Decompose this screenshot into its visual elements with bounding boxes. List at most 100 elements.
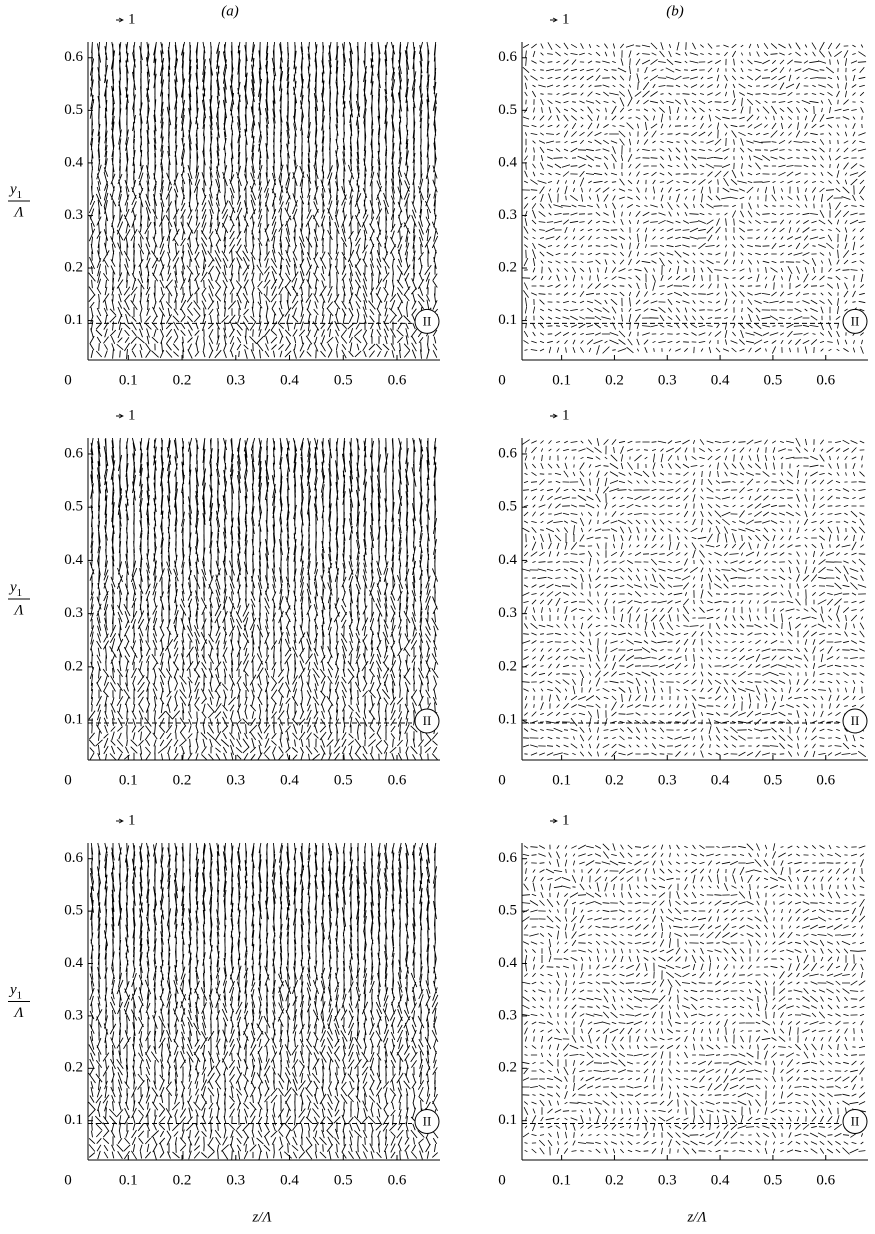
y-tick-label: 0.1 xyxy=(64,712,83,728)
x-label: z/Λ xyxy=(251,1209,271,1225)
x-tick-label: 0.2 xyxy=(173,772,192,788)
y-tick-label: 0.3 xyxy=(64,605,83,621)
column-label: (b) xyxy=(666,3,684,19)
region-label: II xyxy=(423,1114,432,1129)
y-tick-label: 0.1 xyxy=(498,312,517,328)
y-label: y1 Λ xyxy=(8,579,30,618)
y-tick-label: 0.5 xyxy=(498,499,517,515)
vector-field xyxy=(521,437,867,758)
x-tick-label: 0.4 xyxy=(711,372,730,388)
x-tick-label: 0.1 xyxy=(119,1172,138,1188)
region-circle xyxy=(842,1109,868,1135)
x-tick-label: 0.1 xyxy=(552,1172,571,1188)
region-label: II xyxy=(423,313,432,328)
region-label: II xyxy=(423,713,432,728)
x-tick-label: 0.2 xyxy=(605,772,624,788)
x-tick-label: 0.3 xyxy=(658,372,677,388)
scale-arrowhead xyxy=(118,17,124,23)
x-tick-label: 0.4 xyxy=(280,772,299,788)
y-label-subscript: 1 xyxy=(17,189,23,201)
x-tick-label: 0.5 xyxy=(764,1172,783,1188)
y-label-symbol: y1 xyxy=(8,181,22,200)
origin-label: 0 xyxy=(64,772,72,788)
scale-label: 1 xyxy=(128,812,136,828)
y-tick-label: 0.3 xyxy=(498,1007,517,1023)
vector-field xyxy=(88,41,439,359)
x-tick-label: 0.2 xyxy=(605,372,624,388)
y-tick-label: 0.5 xyxy=(64,903,83,919)
vector-field xyxy=(521,41,867,355)
x-tick-label: 0.1 xyxy=(119,772,138,788)
y-tick-label: 0.6 xyxy=(64,850,83,866)
origin-label: 0 xyxy=(64,372,72,388)
y-label-denominator: Λ xyxy=(12,1005,23,1021)
y-tick-label: 0.3 xyxy=(64,207,83,223)
region-circle xyxy=(414,708,440,734)
x-tick-label: 0.6 xyxy=(388,772,407,788)
x-tick-label: 0.4 xyxy=(280,372,299,388)
y-tick-label: 0.6 xyxy=(64,445,83,461)
x-tick-label: 0.6 xyxy=(816,772,835,788)
region-circle xyxy=(414,308,440,334)
region-label: II xyxy=(851,1114,860,1129)
x-tick-label: 0.5 xyxy=(764,372,783,388)
vector-field xyxy=(88,437,439,761)
x-tick-label: 0.5 xyxy=(334,772,353,788)
y-tick-label: 0.6 xyxy=(64,49,83,65)
x-tick-label: 0.3 xyxy=(226,372,245,388)
x-tick-label: 0.3 xyxy=(658,1172,677,1188)
scale-arrowhead xyxy=(552,818,558,824)
y-tick-label: 0.2 xyxy=(498,259,517,275)
scale-arrowhead xyxy=(552,17,558,23)
region-circle xyxy=(842,308,868,334)
x-tick-label: 0.1 xyxy=(552,772,571,788)
y-tick-label: 0.4 xyxy=(498,955,517,971)
y-tick-label: 0.6 xyxy=(498,445,517,461)
y-tick-label: 0.2 xyxy=(64,1060,83,1076)
scale-label: 1 xyxy=(128,407,136,423)
y-tick-label: 0.2 xyxy=(64,658,83,674)
region-circle xyxy=(842,708,868,734)
y-tick-label: 0.2 xyxy=(498,658,517,674)
x-tick-label: 0.2 xyxy=(605,1172,624,1188)
scale-label: 1 xyxy=(562,812,570,828)
y-label-denominator: Λ xyxy=(12,602,23,618)
y-tick-label: 0.4 xyxy=(498,552,517,568)
y-tick-label: 0.5 xyxy=(498,102,517,118)
column-label: (a) xyxy=(221,3,239,19)
origin-label: 0 xyxy=(498,372,506,388)
origin-label: 0 xyxy=(498,772,506,788)
y-tick-label: 0.2 xyxy=(64,259,83,275)
y-tick-label: 0.2 xyxy=(498,1060,517,1076)
scale-arrowhead xyxy=(552,413,558,419)
y-tick-label: 0.4 xyxy=(498,154,517,170)
x-tick-label: 0.6 xyxy=(388,1172,407,1188)
y-tick-label: 0.3 xyxy=(498,605,517,621)
y-tick-label: 0.1 xyxy=(498,1112,517,1128)
x-label: z/Λ xyxy=(686,1209,706,1225)
scale-arrowhead xyxy=(118,413,124,419)
y-tick-label: 0.1 xyxy=(64,1112,83,1128)
x-tick-label: 0.4 xyxy=(280,1172,299,1188)
vector-field xyxy=(521,843,867,1156)
y-tick-label: 0.4 xyxy=(64,154,83,170)
y-label-subscript: 1 xyxy=(17,587,23,599)
x-tick-label: 0.5 xyxy=(334,372,353,388)
x-tick-label: 0.1 xyxy=(552,372,571,388)
x-tick-label: 0.3 xyxy=(226,1172,245,1188)
x-tick-label: 0.1 xyxy=(119,372,138,388)
region-label: II xyxy=(851,713,860,728)
y-label: y1 Λ xyxy=(8,982,30,1021)
x-tick-label: 0.4 xyxy=(711,772,730,788)
vector-field xyxy=(88,842,439,1160)
x-tick-label: 0.3 xyxy=(226,772,245,788)
x-tick-label: 0.5 xyxy=(764,772,783,788)
y-tick-label: 0.1 xyxy=(64,312,83,328)
y-tick-label: 0.6 xyxy=(498,850,517,866)
origin-label: 0 xyxy=(64,1172,72,1188)
scale-label: 1 xyxy=(562,407,570,423)
y-tick-label: 0.5 xyxy=(64,499,83,515)
y-label-symbol: y1 xyxy=(8,579,22,598)
x-tick-label: 0.2 xyxy=(173,372,192,388)
